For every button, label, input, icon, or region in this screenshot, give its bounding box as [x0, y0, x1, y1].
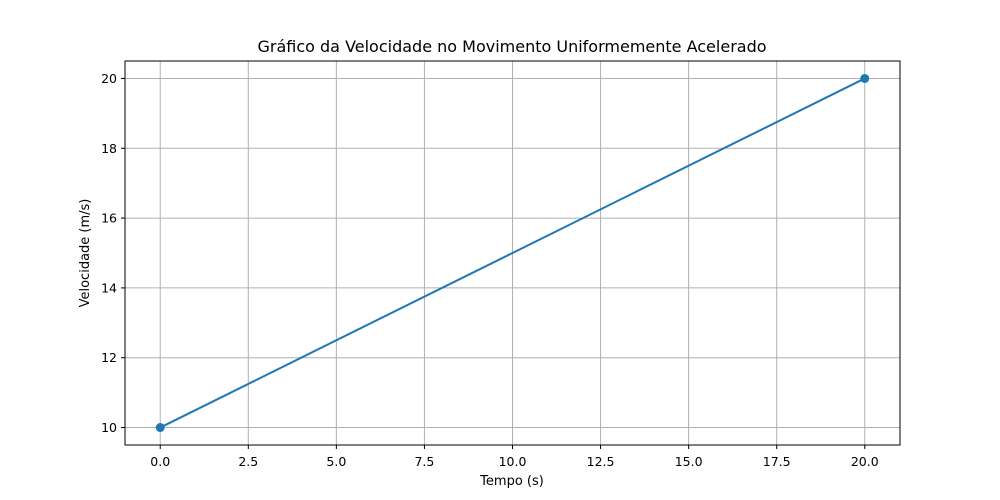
y-tick-label: 12 — [101, 350, 117, 365]
x-tick-label: 12.5 — [587, 454, 615, 469]
data-point — [155, 423, 165, 433]
series-line — [159, 77, 866, 429]
y-tick-label: 18 — [101, 141, 117, 156]
x-tick-label: 2.5 — [238, 454, 258, 469]
x-tick-label: 0.0 — [150, 454, 170, 469]
y-tick-label: 16 — [101, 211, 117, 226]
x-tick-label: 15.0 — [675, 454, 703, 469]
x-axis-label: Tempo (s) — [479, 474, 544, 489]
x-tick-label: 5.0 — [326, 454, 346, 469]
chart-title: Gráfico da Velocidade no Movimento Unifo… — [257, 37, 766, 56]
y-tick-label: 10 — [101, 420, 117, 435]
x-tick-label: 7.5 — [414, 454, 434, 469]
y-tick-label: 20 — [101, 71, 117, 86]
y-axis-label: Velocidade (m/s) — [78, 199, 93, 308]
y-tick-label: 14 — [101, 280, 117, 295]
ticks: 0.0 2.5 5.0 7.5 10.0 12.5 15.0 17.5 20.0 10 12 14 16… — [101, 71, 879, 469]
series-layer — [155, 73, 870, 433]
data-point — [860, 73, 870, 83]
grid — [125, 61, 900, 445]
x-tick-label: 20.0 — [851, 454, 879, 469]
x-tick-label: 17.5 — [763, 454, 791, 469]
x-tick-label: 10.0 — [499, 454, 527, 469]
